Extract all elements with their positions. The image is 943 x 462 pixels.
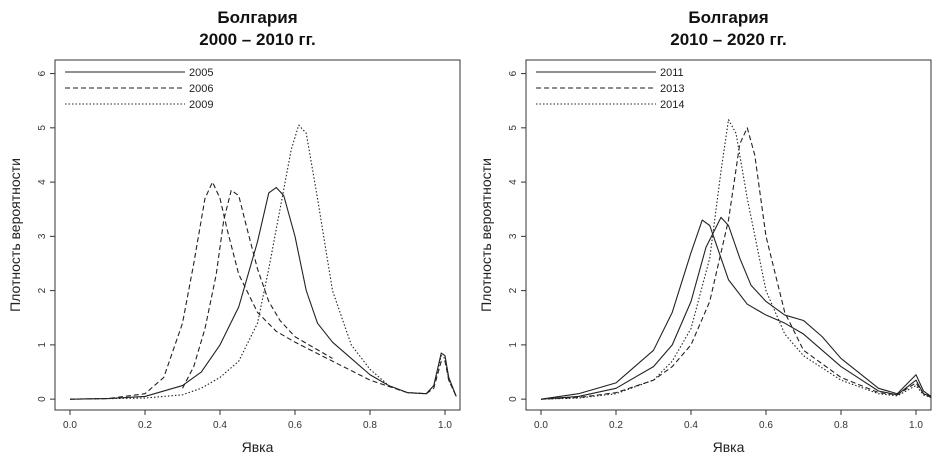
- x-tick-label: 0.8: [363, 420, 377, 431]
- series-line-3: [540, 119, 931, 400]
- x-tick-label: 1.0: [438, 420, 452, 431]
- y-tick-label: 5: [508, 125, 519, 131]
- density-chart-right: Болгария 2010 – 2020 гг. 0.0 0.2 0.4 0.6 0.8 1.…: [478, 8, 932, 455]
- x-tick-label: 0.2: [609, 420, 623, 431]
- x-axis-label: Явка: [713, 439, 745, 455]
- x-tick-label: 1.0: [909, 420, 923, 431]
- x-tick-label: 0.4: [213, 420, 227, 431]
- chart-title: Болгария: [688, 8, 768, 27]
- chart-subtitle: 2000 – 2010 гг.: [199, 30, 315, 49]
- y-axis-label: Плотность вероятности: [478, 158, 494, 312]
- y-tick-label: 4: [508, 179, 519, 185]
- series-line-2: [69, 124, 457, 400]
- y-tick-label: 5: [37, 125, 48, 131]
- series-line-2: [540, 127, 931, 400]
- x-tick-label: 0.4: [684, 420, 698, 431]
- y-tick-label: 3: [37, 233, 48, 239]
- series-line-1: [540, 216, 931, 400]
- legend-label: 2014: [660, 99, 684, 111]
- x-axis-label: Явка: [242, 439, 274, 455]
- y-tick-label: 4: [37, 179, 48, 185]
- density-chart-left: Болгария 2000 – 2010 гг. 0.0 0.2 0.4 0.6 0.8 1.…: [7, 8, 461, 455]
- chart-panel-left: Болгария 2000 – 2010 гг. 0.0 0.2 0.4 0.6 0.8 1.…: [0, 0, 471, 462]
- series-line-1: [69, 181, 457, 400]
- legend-label: 2006: [189, 83, 213, 95]
- chart-title: Болгария: [217, 8, 297, 27]
- legend-label: 2005: [189, 67, 213, 79]
- x-tick-label: 0.6: [759, 420, 773, 431]
- y-tick-label: 2: [37, 287, 48, 293]
- y-tick-label: 1: [508, 342, 519, 348]
- y-tick-label: 6: [508, 70, 519, 76]
- y-tick-label: 1: [37, 342, 48, 348]
- x-tick-label: 0.2: [138, 420, 152, 431]
- legend-label: 2009: [189, 99, 213, 111]
- y-tick-label: 0: [37, 396, 48, 402]
- chart-panel-right: Болгария 2010 – 2020 гг. 0.0 0.2 0.4 0.6 0.8 1.…: [471, 0, 942, 462]
- legend-label: 2013: [660, 83, 684, 95]
- y-tick-label: 2: [508, 287, 519, 293]
- x-tick-label: 0.0: [534, 420, 548, 431]
- plot-frame: [54, 59, 461, 411]
- y-tick-label: 6: [37, 70, 48, 76]
- legend-label: 2011: [660, 67, 684, 79]
- y-tick-label: 0: [508, 396, 519, 402]
- y-axis-label: Плотность вероятности: [7, 158, 23, 312]
- y-tick-label: 3: [508, 233, 519, 239]
- x-tick-label: 0.8: [834, 420, 848, 431]
- x-tick-label: 0.0: [63, 420, 77, 431]
- chart-subtitle: 2010 – 2020 гг.: [670, 30, 786, 49]
- series-line-0: [69, 186, 457, 400]
- plot-frame: [525, 59, 932, 411]
- x-tick-label: 0.6: [288, 420, 302, 431]
- series-line-3: [182, 189, 333, 389]
